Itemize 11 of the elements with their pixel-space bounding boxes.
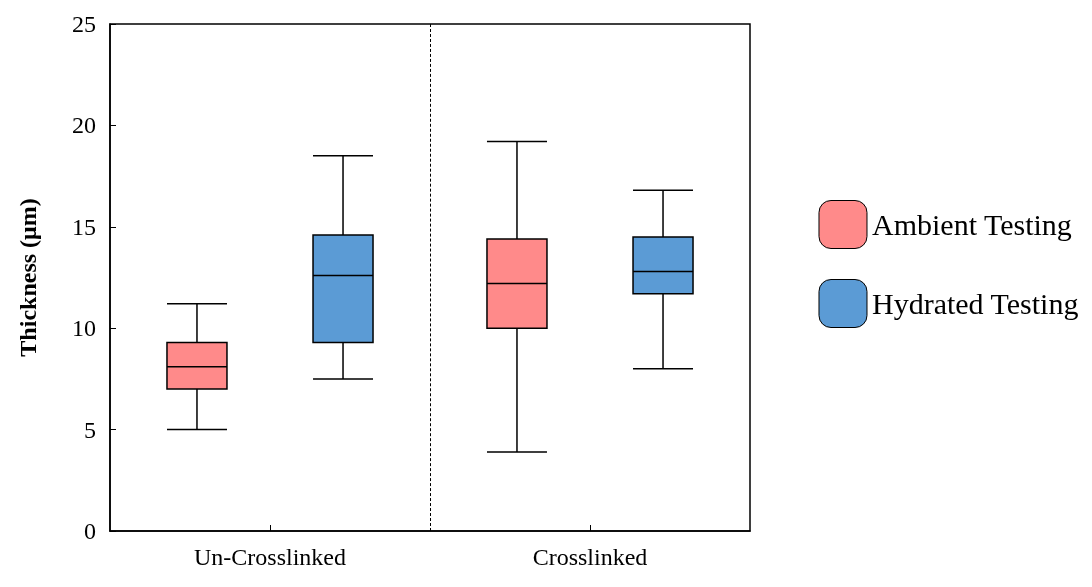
y-tick-label: 5: [84, 416, 96, 443]
y-tick-label: 25: [72, 11, 96, 37]
y-tick-label: 0: [84, 518, 96, 544]
legend-label: Hydrated Testing: [871, 287, 1079, 320]
y-tick-label: 15: [72, 213, 96, 240]
x-tick-label: Un-Crosslinked: [194, 544, 346, 570]
y-axis-title: Thickness (μm): [15, 198, 41, 357]
legend-label: Ambient Testing: [871, 208, 1072, 241]
x-tick-label: Crosslinked: [532, 544, 648, 570]
y-tick-label: 10: [72, 315, 96, 342]
y-tick-label: 20: [72, 112, 96, 139]
